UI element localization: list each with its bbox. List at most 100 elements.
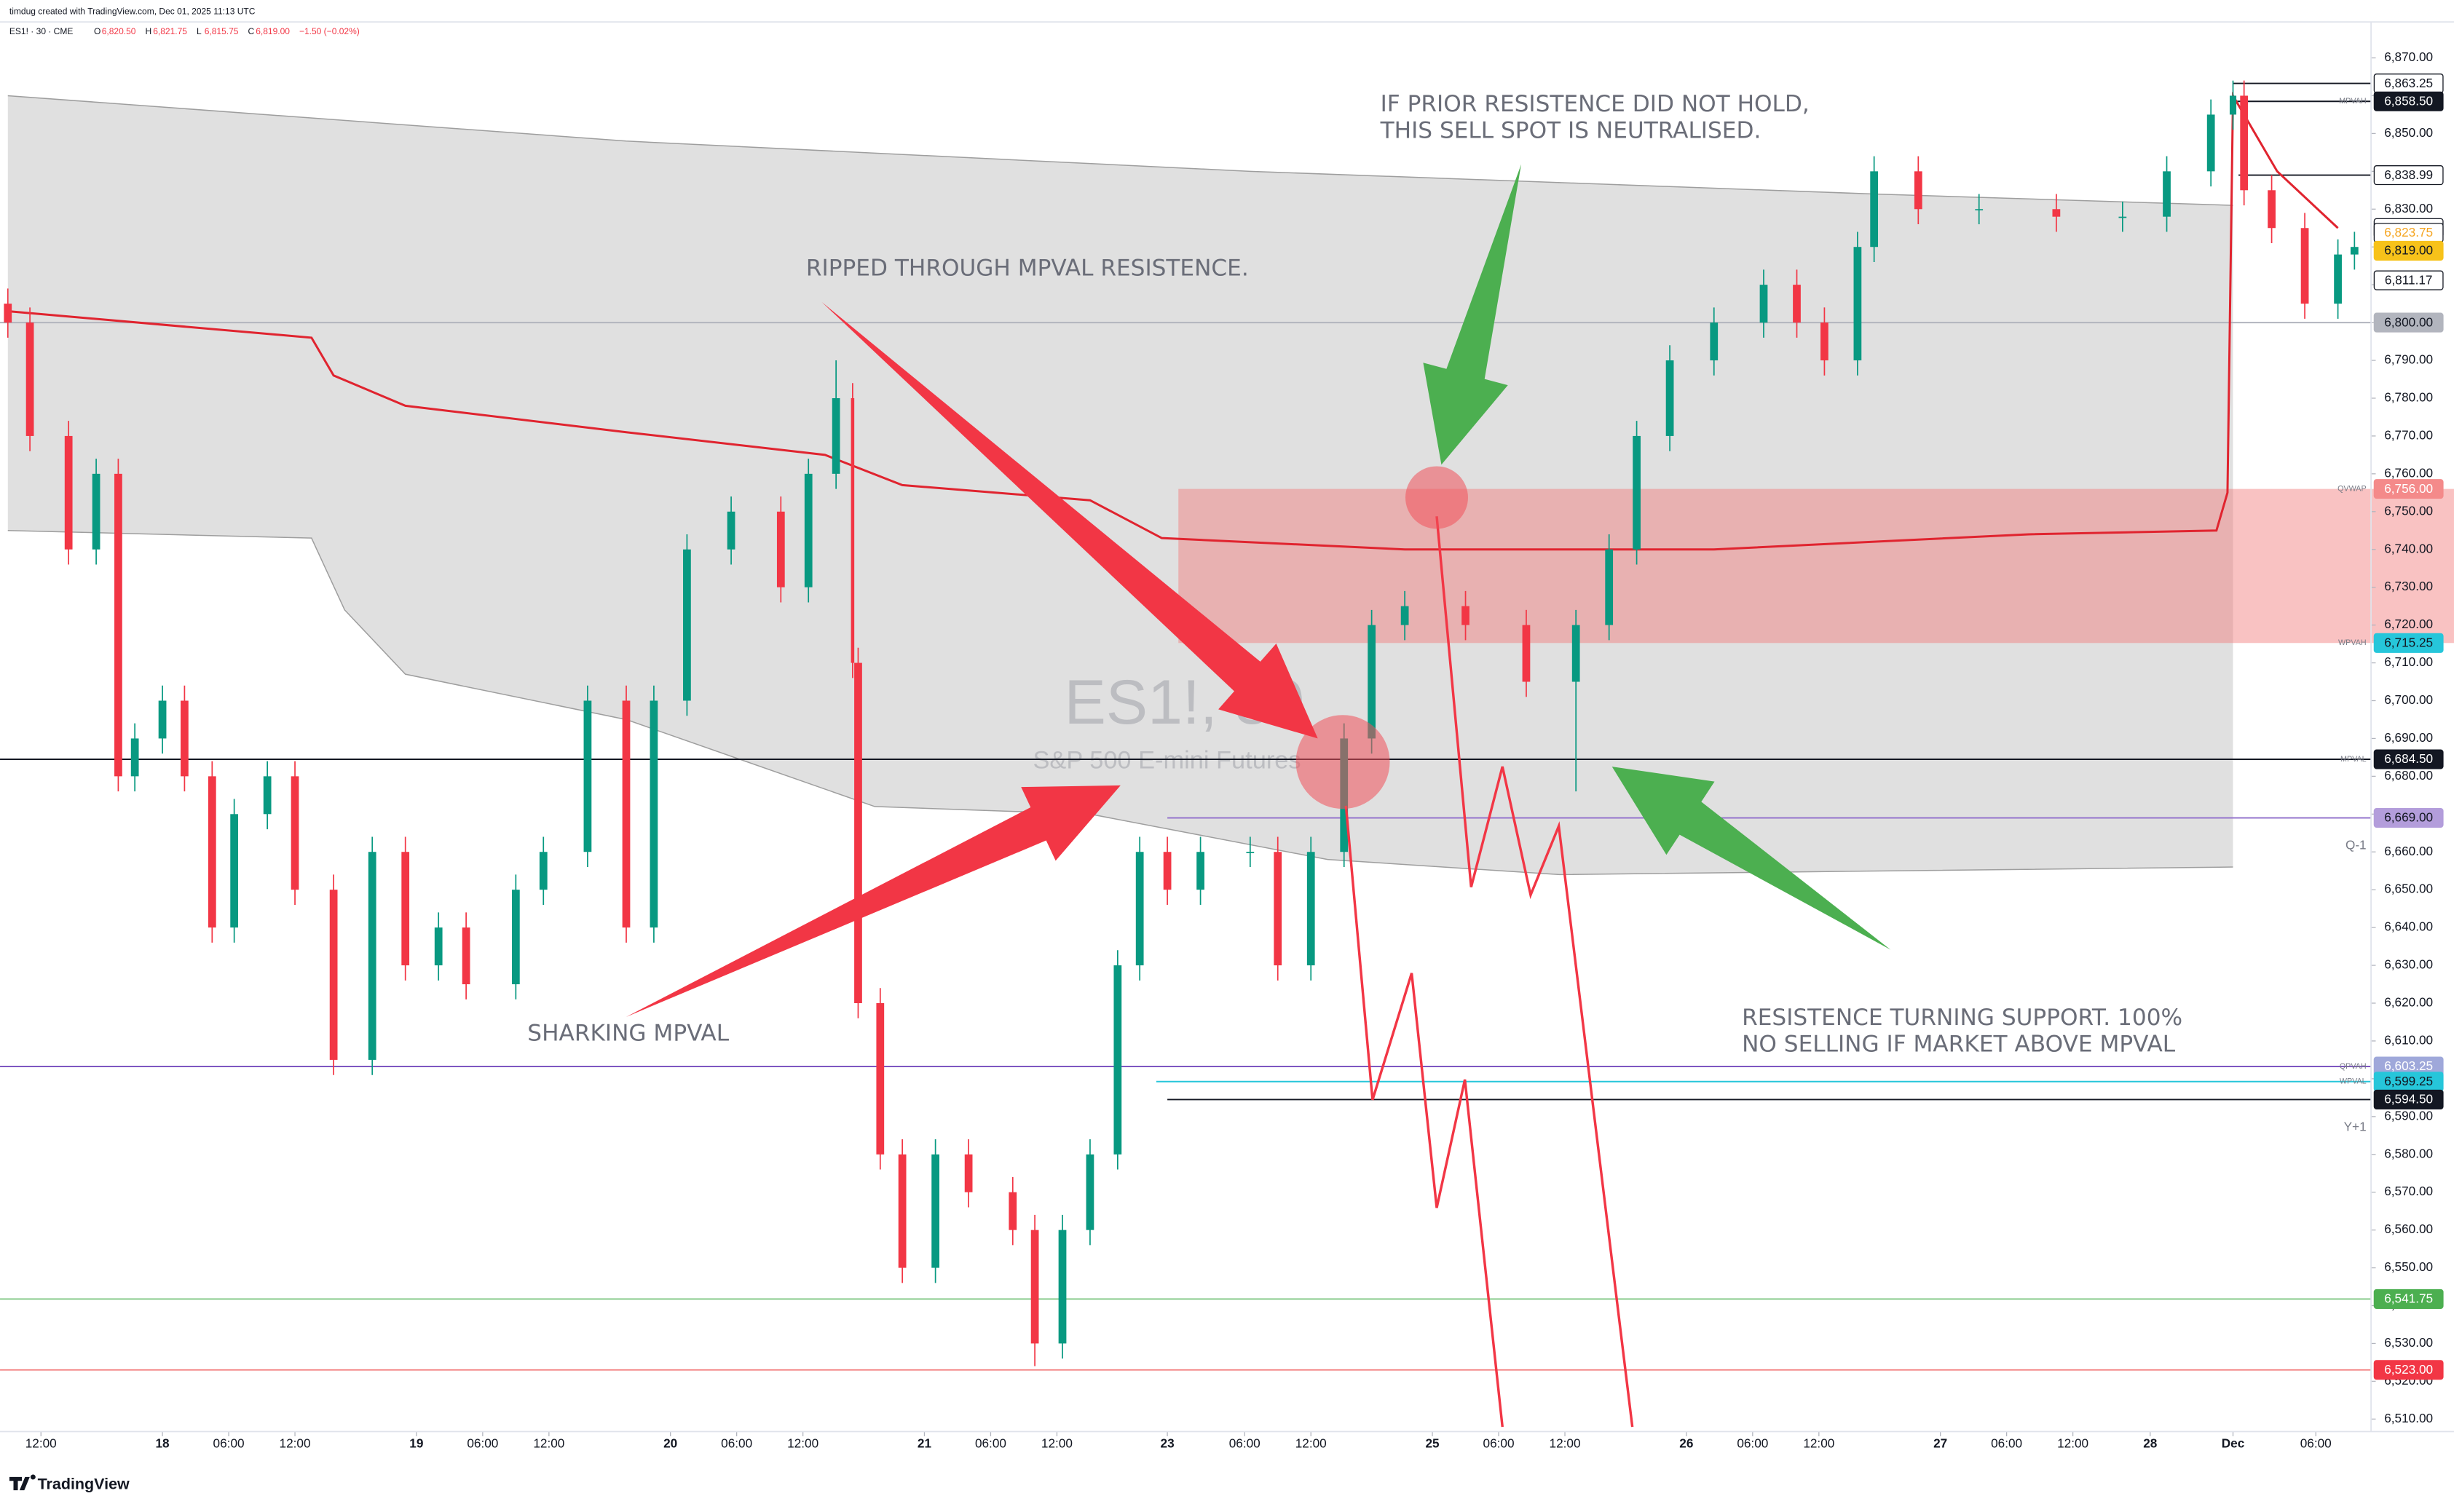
candle-body <box>1461 606 1469 625</box>
y-tick-label: 6,610.00 <box>2384 1032 2433 1047</box>
ohlc-key: H <box>145 26 151 36</box>
x-tick-label: 12:00 <box>533 1436 564 1450</box>
price-label: 6,756.00 <box>2384 481 2433 496</box>
candle-body <box>1975 209 1984 210</box>
candle-body <box>1246 852 1255 853</box>
x-tick-label: 06:00 <box>1737 1436 1768 1450</box>
price-label: 6,819.00 <box>2384 243 2433 258</box>
candle-body <box>1633 435 1641 550</box>
candle-body <box>1400 606 1409 625</box>
candle-body <box>181 700 189 777</box>
candle-body <box>1571 625 1580 682</box>
candle-body <box>1793 285 1801 323</box>
level-tag: QPVAH <box>2340 1062 2367 1071</box>
x-tick-label: 25 <box>1425 1436 1440 1450</box>
x-tick-label: 19 <box>409 1436 423 1450</box>
candle-body <box>1113 965 1122 1155</box>
candle-body <box>776 511 785 587</box>
x-tick-label: 12:00 <box>2057 1436 2088 1450</box>
x-tick-label: 21 <box>918 1436 932 1450</box>
x-tick-label: 06:00 <box>1991 1436 2022 1450</box>
price-label: 6,811.17 <box>2385 272 2433 287</box>
candle-body <box>2268 190 2276 229</box>
ohlc-value: 6,821.75 <box>153 26 187 36</box>
level-tag: Q-1 <box>2345 838 2367 852</box>
y-tick-label: 6,700.00 <box>2384 692 2433 707</box>
candle-body <box>25 322 34 436</box>
candle-body <box>2052 209 2061 217</box>
candle-body <box>898 1154 907 1268</box>
level-tag: MPVAL <box>2340 755 2367 764</box>
price-label-box <box>2373 240 2444 261</box>
logo <box>9 1474 36 1491</box>
x-tick-label: 28 <box>2143 1436 2158 1450</box>
y-tick-label: 6,590.00 <box>2384 1108 2433 1123</box>
candle-body <box>1030 1230 1039 1344</box>
price-label: 6,823.75 <box>2384 225 2433 240</box>
y-tick-label: 6,630.00 <box>2384 957 2433 972</box>
projection-line <box>1435 516 1634 1428</box>
price-label: 6,684.50 <box>2384 751 2433 766</box>
x-tick-label: 12:00 <box>1803 1436 1834 1450</box>
ohlc-key: C <box>248 26 254 36</box>
y-tick-label: 6,530.00 <box>2384 1335 2433 1350</box>
level-tag: WPVAH <box>2338 638 2367 647</box>
x-tick-label: 12:00 <box>1550 1436 1581 1450</box>
candle-body <box>804 473 813 587</box>
candle-body <box>1368 625 1376 739</box>
x-tick-label: 06:00 <box>721 1436 752 1450</box>
candle-body <box>1163 852 1172 890</box>
candle-body <box>1853 247 1862 361</box>
candle-body <box>462 927 470 985</box>
candle-body <box>964 1154 973 1192</box>
x-tick-label: Dec <box>2222 1436 2245 1450</box>
price-label: 6,599.25 <box>2384 1074 2433 1088</box>
price-label-box <box>2373 312 2444 333</box>
price-label: 6,541.75 <box>2384 1291 2433 1306</box>
candle-body <box>876 1003 885 1155</box>
price-label-box <box>2373 1089 2444 1109</box>
candle-body <box>727 511 735 550</box>
highlight-circle <box>1295 715 1390 810</box>
y-tick-label: 6,560.00 <box>2384 1222 2433 1236</box>
y-tick-label: 6,730.00 <box>2384 579 2433 593</box>
watermark-description: S&P 500 E-mini Futures <box>1033 747 1301 775</box>
x-tick-label: 06:00 <box>213 1436 245 1450</box>
x-tick-label: 12:00 <box>787 1436 818 1450</box>
candle-body <box>851 397 855 663</box>
annotation: NO SELLING IF MARKET ABOVE MPVAL <box>1742 1032 2176 1058</box>
arrow <box>1423 164 1522 465</box>
arrow <box>1611 767 1891 950</box>
price-label-box <box>2373 633 2444 653</box>
y-tick-label: 6,760.00 <box>2384 465 2433 480</box>
candle-body <box>1870 171 1879 248</box>
candle-body <box>1759 285 1768 323</box>
price-label: 6,715.25 <box>2384 635 2433 649</box>
annotation: THIS SELL SPOT IS NEUTRALISED. <box>1380 118 1761 144</box>
candle-body <box>1914 171 1922 210</box>
x-tick-label: 12:00 <box>280 1436 311 1450</box>
candle-body <box>931 1154 939 1268</box>
y-tick-label: 6,640.00 <box>2384 919 2433 934</box>
price-label-box <box>2373 91 2444 111</box>
candle-body <box>854 662 862 1004</box>
y-tick-label: 6,650.00 <box>2384 882 2433 896</box>
candle-body <box>208 776 216 928</box>
y-tick-label: 6,570.00 <box>2384 1184 2433 1198</box>
candle-body <box>2163 171 2171 217</box>
ohlc-value: −1.50 (−0.02%) <box>299 26 360 36</box>
value-area-upper <box>7 95 2233 206</box>
x-tick-label: 20 <box>663 1436 677 1450</box>
arrow <box>821 301 1318 739</box>
candle-body <box>1058 1230 1067 1344</box>
price-label: 6,838.99 <box>2384 167 2433 182</box>
x-tick-label: 06:00 <box>1229 1436 1260 1450</box>
price-label: 6,669.00 <box>2384 810 2433 825</box>
candle-body <box>1196 852 1204 890</box>
candle-body <box>130 738 139 777</box>
vwap-line <box>7 92 2339 551</box>
candle-body <box>683 549 691 701</box>
candle-body <box>1274 852 1282 966</box>
